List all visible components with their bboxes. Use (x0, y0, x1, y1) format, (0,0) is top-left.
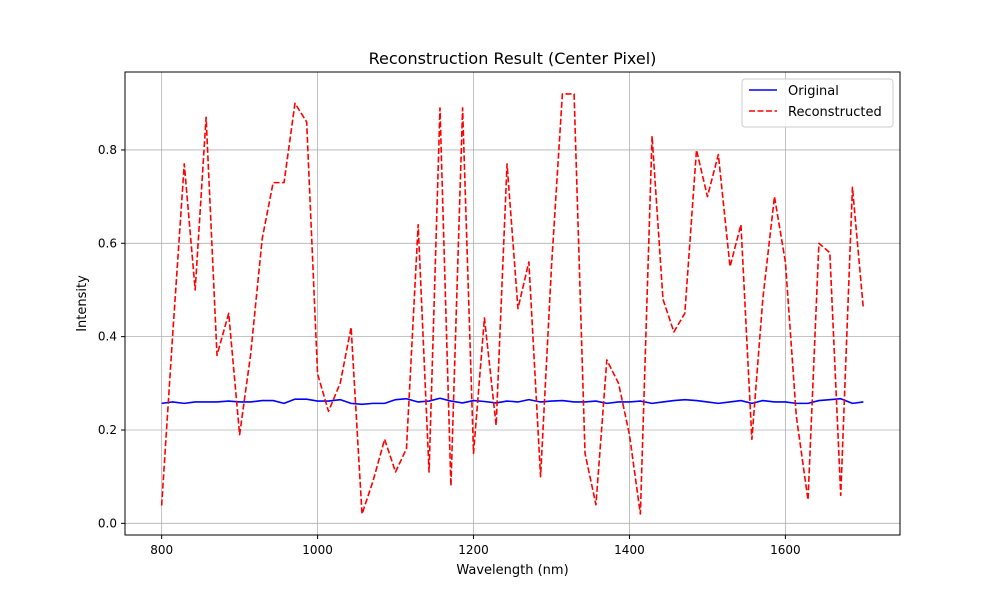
legend: Original Reconstructed (741, 78, 894, 128)
reconstructed-series-line (160, 93, 865, 515)
x-tick-label: 1400 (614, 543, 645, 557)
series-lines (160, 93, 865, 515)
x-tick-label: 1000 (302, 543, 333, 557)
x-tick-label: 800 (150, 543, 173, 557)
chart-title: Reconstruction Result (Center Pixel) (369, 49, 657, 68)
y-axis-label: Intensity (75, 275, 90, 332)
axes-frame (124, 71, 901, 536)
grid-lines (125, 72, 900, 535)
x-tick-label: 1600 (770, 543, 801, 557)
x-tick-label: 1200 (458, 543, 489, 557)
y-tick-label: 0.2 (98, 423, 117, 437)
legend-original-label: Original (788, 84, 839, 99)
axis-ticks: 800 1000 1200 1400 1600 0.0 0.2 0.4 0.6 0.8 (98, 143, 801, 557)
y-tick-label: 0.0 (98, 516, 117, 530)
y-tick-label: 0.8 (98, 143, 117, 157)
legend-reconstructed-label: Reconstructed (788, 105, 882, 120)
original-series-line (161, 397, 864, 406)
legend-box (741, 78, 894, 128)
x-axis-label: Wavelength (nm) (456, 563, 568, 578)
y-tick-label: 0.6 (98, 236, 117, 250)
y-tick-label: 0.4 (98, 330, 117, 344)
